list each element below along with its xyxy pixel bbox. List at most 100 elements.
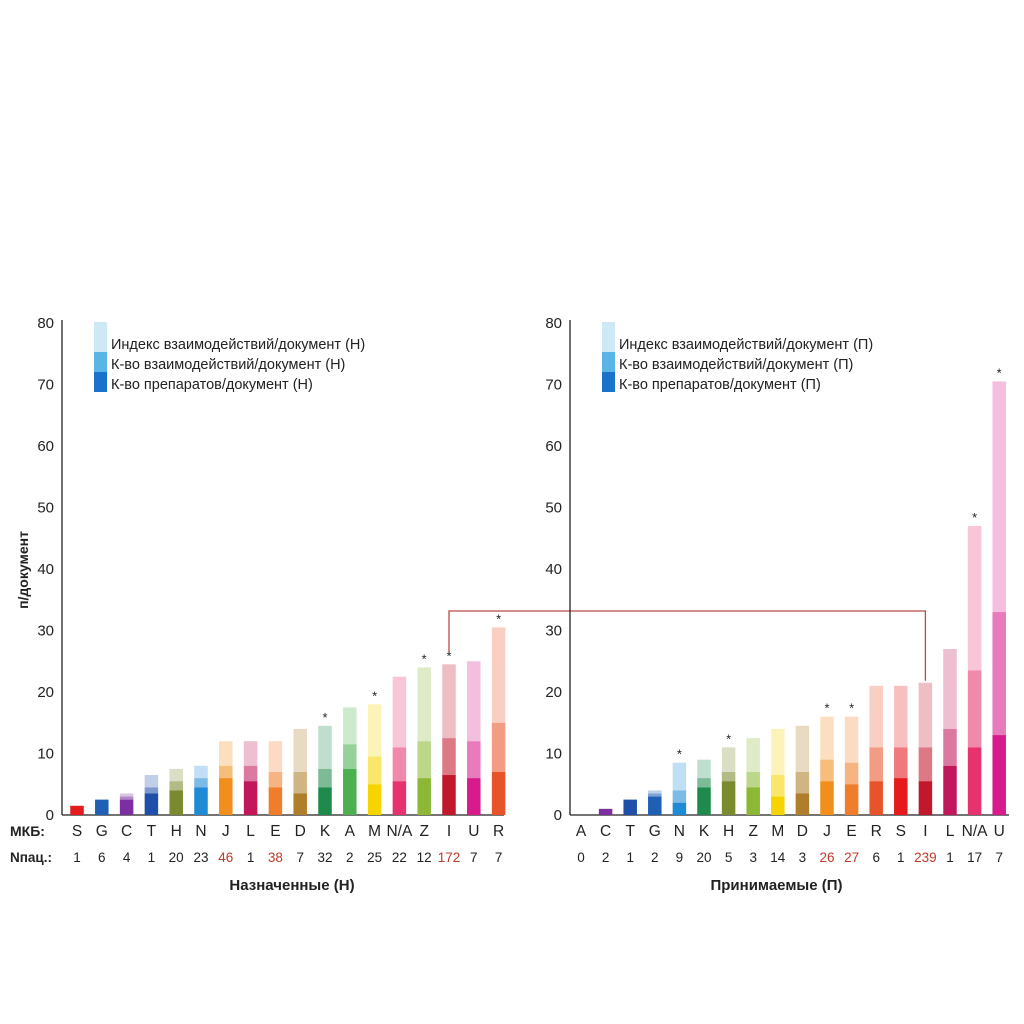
patient-count-label: 32 xyxy=(317,850,332,865)
bar-segment-interactions xyxy=(943,728,957,766)
legend-swatch-drugs xyxy=(602,372,615,392)
bar-segment-index xyxy=(697,759,711,779)
bar-segment-interactions xyxy=(697,778,711,788)
y-tick-label: 50 xyxy=(545,500,562,517)
bar-segment-drugs xyxy=(392,781,407,815)
bar-segment-interactions xyxy=(144,787,159,794)
bar-segment-index xyxy=(648,790,662,794)
bar-segment-index xyxy=(169,768,183,782)
bar-segment-drugs xyxy=(442,775,456,815)
bar-segment-index xyxy=(869,685,883,748)
x-category-label: N/A xyxy=(962,823,989,840)
bar-segment-interactions xyxy=(243,765,258,782)
bar-segment-interactions xyxy=(219,765,233,779)
bar-segment-index xyxy=(992,381,1006,613)
bar-segment-drugs xyxy=(992,735,1006,815)
bar-segment-drugs xyxy=(268,787,283,815)
bar-segment-index xyxy=(967,525,982,671)
bar-segment-interactions xyxy=(318,768,332,788)
icd-row-label: МКБ: xyxy=(10,823,45,839)
legend-swatch-index xyxy=(602,322,615,352)
bar-segment-interactions xyxy=(795,771,810,794)
bar-segment-index xyxy=(194,765,208,779)
bar-segment-index xyxy=(844,716,859,763)
patient-count-label: 6 xyxy=(98,850,106,865)
bar-segment-drugs xyxy=(194,787,208,815)
bar-segment-index xyxy=(343,707,357,745)
bar-segment-interactions xyxy=(442,738,456,776)
x-category-label: K xyxy=(699,823,710,840)
legend-swatch-interactions xyxy=(602,352,615,372)
bar-segment-index xyxy=(119,793,134,797)
y-tick-label: 70 xyxy=(37,377,54,394)
significance-star: * xyxy=(322,710,327,725)
patient-count-label: 1 xyxy=(247,850,255,865)
x-category-label: G xyxy=(649,823,661,840)
patient-count-label: 3 xyxy=(799,850,807,865)
x-category-label: N xyxy=(195,823,206,840)
y-tick-label: 10 xyxy=(545,746,562,763)
bar-segment-drugs xyxy=(771,796,785,815)
x-category-label: H xyxy=(171,823,182,840)
y-tick-label: 60 xyxy=(545,438,562,455)
bar-segment-index xyxy=(318,725,332,769)
bar-segment-index xyxy=(219,741,233,766)
bar-segment-interactions xyxy=(844,762,859,785)
y-tick-label: 20 xyxy=(37,684,54,701)
x-category-label: S xyxy=(896,823,906,840)
bar-segment-drugs xyxy=(623,799,637,815)
bar-segment-interactions xyxy=(992,612,1006,736)
bar-segment-index xyxy=(672,762,687,791)
legend-label: К-во препаратов/документ (Н) xyxy=(111,377,313,393)
significance-star: * xyxy=(422,651,427,666)
patient-count-label: 26 xyxy=(819,850,834,865)
bar-segment-interactions xyxy=(746,771,760,788)
patient-count-label: 1 xyxy=(946,850,954,865)
patient-count-label: 14 xyxy=(770,850,786,865)
bar-segment-drugs xyxy=(144,793,159,815)
bar-segment-interactions xyxy=(343,744,357,769)
bar-segment-drugs xyxy=(293,793,307,815)
patient-count-label: 7 xyxy=(470,850,478,865)
bar-segment-interactions xyxy=(820,759,834,782)
bar-segment-drugs xyxy=(70,805,84,815)
patient-count-label: 38 xyxy=(268,850,283,865)
bar-segment-drugs xyxy=(119,799,134,815)
y-tick-label: 80 xyxy=(545,315,562,332)
x-category-label: Z xyxy=(748,823,757,840)
legend-label: Индекс взаимодействий/документ (П) xyxy=(619,337,873,353)
bar-segment-index xyxy=(467,661,481,742)
patient-count-label: 17 xyxy=(967,850,982,865)
bar-segment-index xyxy=(367,704,382,757)
y-tick-label: 0 xyxy=(554,807,562,824)
y-tick-label: 40 xyxy=(37,561,54,578)
x-category-label: Z xyxy=(419,823,428,840)
bar-segment-interactions xyxy=(771,775,785,797)
bar-segment-drugs xyxy=(95,799,109,815)
bar-segment-drugs xyxy=(169,790,183,815)
patient-count-label: 20 xyxy=(696,850,711,865)
x-category-label: C xyxy=(600,823,611,840)
x-category-label: I xyxy=(923,823,927,840)
y-tick-label: 30 xyxy=(37,623,54,640)
y-tick-label: 0 xyxy=(46,807,54,824)
patient-count-label: 12 xyxy=(417,850,432,865)
bar-segment-drugs xyxy=(869,781,883,815)
x-category-label: D xyxy=(295,823,306,840)
bar-segment-index xyxy=(795,725,810,772)
y-tick-label: 30 xyxy=(545,623,562,640)
significance-star: * xyxy=(372,688,377,703)
x-category-label: I xyxy=(447,823,451,840)
legend-label: Индекс взаимодействий/документ (Н) xyxy=(111,337,365,353)
x-category-label: S xyxy=(72,823,82,840)
y-tick-label: 50 xyxy=(37,500,54,517)
patient-count-label: 5 xyxy=(725,850,733,865)
significance-star: * xyxy=(446,648,451,663)
patients-row-label: Nпац.: xyxy=(10,850,52,865)
patient-count-label: 172 xyxy=(438,850,461,865)
bar-segment-interactions xyxy=(967,670,982,748)
bar-segment-interactions xyxy=(367,756,382,785)
patient-count-label: 1 xyxy=(897,850,905,865)
patient-count-label: 7 xyxy=(995,850,1003,865)
